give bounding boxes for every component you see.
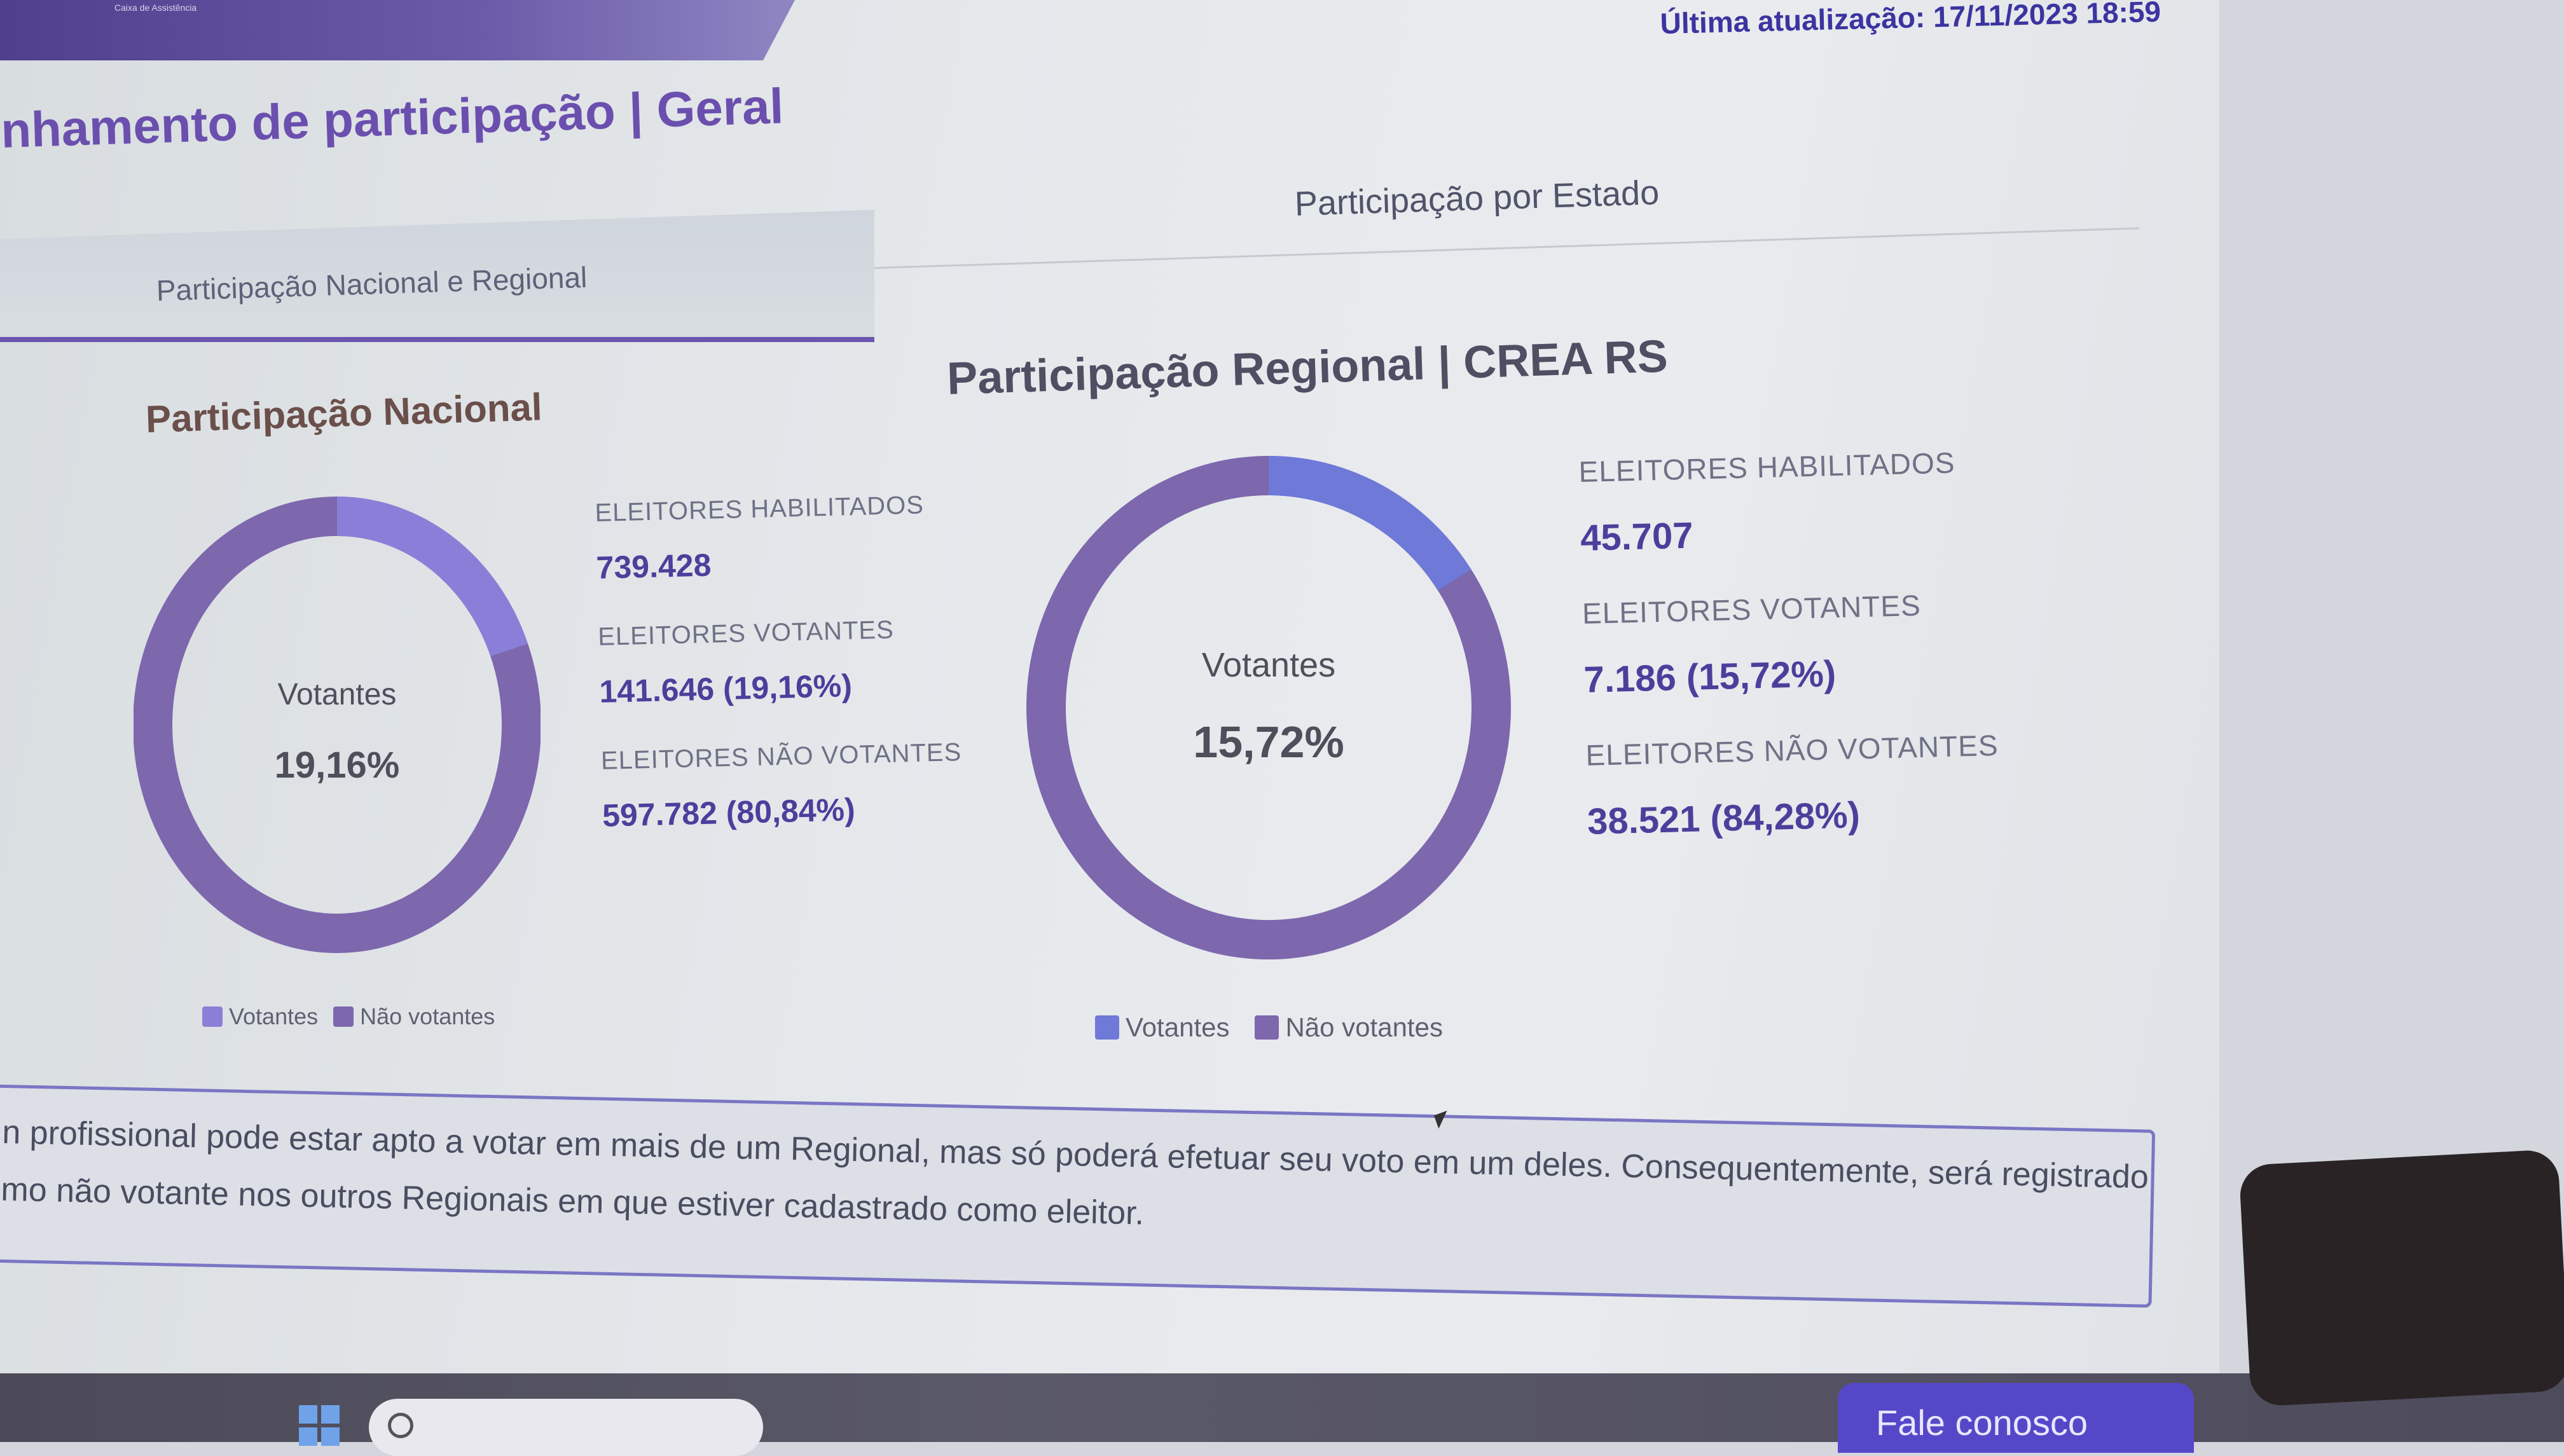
- stat-label: ELEITORES HABILITADOS: [1578, 446, 1956, 488]
- nacional-center-value: 19,16%: [274, 745, 400, 786]
- taskbar-search-box[interactable]: [369, 1399, 763, 1456]
- top-header-bar: Caixa de Assistência: [0, 0, 795, 60]
- regional-donut-chart: Votantes 15,72%: [1021, 455, 1517, 963]
- regional-stat-habilitados: ELEITORES HABILITADOS 45.707: [1578, 444, 1994, 560]
- stat-value: 739.428: [595, 547, 712, 586]
- legend-votantes[interactable]: Votantes: [229, 1003, 319, 1029]
- stat-value: 38.521 (84,28%): [1587, 794, 1861, 842]
- regional-stat-nao-votantes: ELEITORES NÃO VOTANTES 38.521 (84,28%): [1585, 728, 2001, 843]
- regional-center-value: 15,72%: [1193, 717, 1344, 767]
- stat-value: 7.186 (15,72%): [1583, 653, 1837, 701]
- windows-start-icon[interactable]: [299, 1405, 340, 1446]
- logo-caption: Caixa de Assistência: [114, 3, 197, 13]
- stat-value: 45.707: [1580, 514, 1694, 559]
- page-title: nhamento de participação | Geral: [0, 78, 785, 158]
- nacional-stats: ELEITORES HABILITADOS 739.428 ELEITORES …: [595, 490, 964, 871]
- nacional-stat-nao-votantes: ELEITORES NÃO VOTANTES 597.782 (80,84%): [601, 738, 963, 834]
- stat-label: ELEITORES NÃO VOTANTES: [1585, 729, 1999, 772]
- legend-votantes[interactable]: Votantes: [1126, 1012, 1230, 1042]
- stat-value: 141.646 (19,16%): [598, 668, 853, 710]
- stat-value: 597.782 (80,84%): [602, 792, 856, 834]
- tab-nacional-regional-label: Participação Nacional e Regional: [156, 260, 588, 307]
- regional-center-label: Votantes: [1201, 646, 1336, 684]
- regional-stat-votantes: ELEITORES VOTANTES 7.186 (15,72%): [1582, 586, 1997, 701]
- fale-conosco-button[interactable]: Fale conosco: [1838, 1383, 2194, 1453]
- regional-stats: ELEITORES HABILITADOS 45.707 ELEITORES V…: [1578, 444, 2001, 880]
- regional-slice-votantes: [1268, 456, 1472, 591]
- nacional-center-label: Votantes: [277, 678, 397, 711]
- legend-swatch-votantes: [202, 1006, 223, 1027]
- stat-label: ELEITORES VOTANTES: [597, 615, 895, 651]
- search-icon: [388, 1413, 413, 1438]
- info-note-box: n profissional pode estar apto a votar e…: [0, 1084, 2156, 1308]
- nacional-stat-votantes: ELEITORES VOTANTES 141.646 (19,16%): [598, 614, 960, 710]
- nacional-slice-votantes: [336, 497, 528, 657]
- regional-center: Votantes 15,72%: [1021, 645, 1517, 767]
- nacional-donut-chart: Votantes 19,16%: [133, 496, 541, 954]
- nacional-legend: Votantes Não votantes: [202, 1003, 495, 1030]
- tab-por-estado[interactable]: Participação por Estado: [1294, 173, 1660, 223]
- info-note-line-2: mo não votante nos outros Regionais em q…: [0, 1171, 1145, 1232]
- legend-swatch-nao-votantes: [1255, 1015, 1279, 1040]
- nacional-donut-svg: [133, 497, 541, 953]
- tab-divider-line: [874, 227, 2140, 269]
- tab-bar: Participação Nacional e Regional Partici…: [0, 174, 2149, 356]
- legend-swatch-votantes: [1095, 1015, 1119, 1040]
- nacional-title: Participação Nacional: [145, 385, 543, 441]
- stat-label: ELEITORES NÃO VOTANTES: [600, 738, 962, 775]
- regional-donut-svg: [1026, 456, 1511, 959]
- legend-nao-votantes[interactable]: Não votantes: [360, 1003, 495, 1029]
- regional-legend: Votantes Não votantes: [1095, 1012, 1443, 1043]
- stat-label: ELEITORES VOTANTES: [1582, 588, 1922, 630]
- legend-nao-votantes[interactable]: Não votantes: [1285, 1012, 1443, 1042]
- legend-swatch-nao-votantes: [333, 1006, 354, 1027]
- stat-label: ELEITORES HABILITADOS: [595, 491, 925, 527]
- tab-nacional-regional[interactable]: Participação Nacional e Regional: [0, 210, 874, 342]
- screen: Caixa de Assistência Última atualização:…: [0, 0, 2219, 1373]
- last-update-label: Última atualização: 17/11/2023 18:59: [1660, 0, 2161, 40]
- nacional-stat-habilitados: ELEITORES HABILITADOS 739.428: [595, 490, 957, 586]
- nacional-center: Votantes 19,16%: [134, 677, 541, 786]
- foreground-object: [2238, 1149, 2564, 1407]
